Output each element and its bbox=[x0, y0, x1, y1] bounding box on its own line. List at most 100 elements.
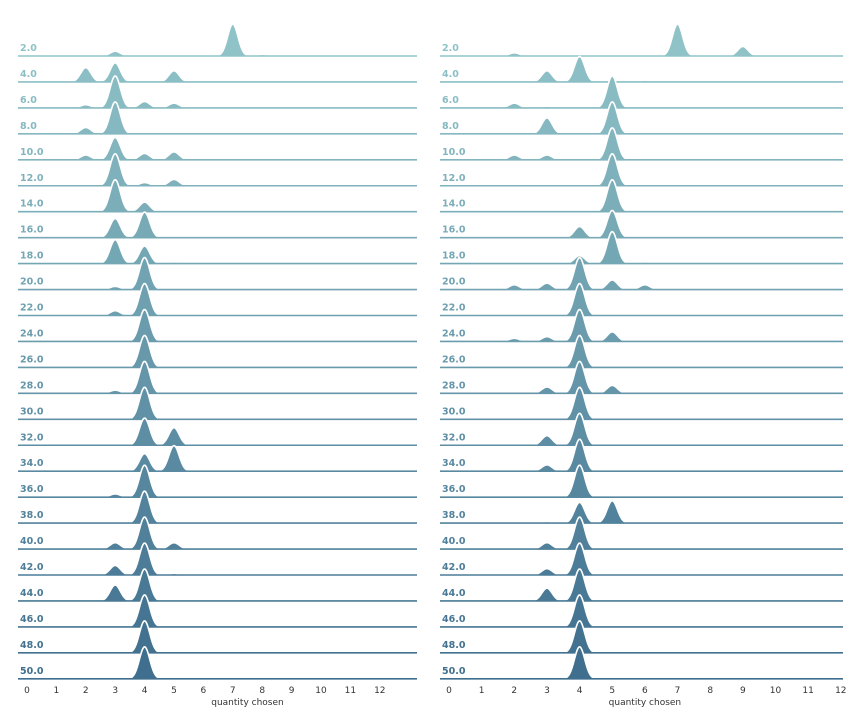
ridge-row: 50.0 bbox=[18, 646, 417, 680]
row-label: 18.0 bbox=[442, 251, 466, 262]
ridgeline-panel-1: 2.0 4.0 6.0 8.0 10.0 12.0 14.0 16.0 18.0 20.0 22.0… bbox=[18, 23, 417, 708]
ridge-area bbox=[449, 620, 843, 653]
x-axis-title: quantity chosen bbox=[211, 698, 283, 708]
ridge-outline bbox=[27, 23, 417, 57]
ridge-row: 46.0 bbox=[18, 594, 417, 628]
row-label: 50.0 bbox=[20, 666, 44, 677]
row-label: 34.0 bbox=[20, 458, 44, 469]
row-label: 24.0 bbox=[20, 328, 44, 339]
row-label: 10.0 bbox=[20, 147, 44, 158]
x-tick-label: 9 bbox=[289, 686, 295, 696]
ridge-area bbox=[449, 24, 843, 56]
ridge-outline bbox=[27, 386, 417, 421]
ridge-area bbox=[27, 418, 417, 446]
ridge-outline bbox=[27, 256, 417, 291]
ridge-area bbox=[27, 620, 417, 653]
row-label: 34.0 bbox=[442, 458, 466, 469]
row-label: 38.0 bbox=[442, 510, 466, 521]
row-label: 24.0 bbox=[442, 328, 466, 339]
row-label: 20.0 bbox=[20, 277, 44, 288]
ridge-row: 14.0 bbox=[440, 178, 843, 213]
x-tick-label: 4 bbox=[577, 686, 583, 696]
ridge-row: 20.0 bbox=[18, 256, 417, 291]
ridge-row: 18.0 bbox=[440, 230, 843, 265]
ridge-row: 38.0 bbox=[18, 490, 417, 524]
ridge-area bbox=[449, 500, 843, 524]
ridge-row: 26.0 bbox=[18, 334, 417, 369]
x-tick-label: 12 bbox=[374, 686, 385, 696]
row-label: 40.0 bbox=[20, 536, 44, 547]
ridge-row: 26.0 bbox=[440, 334, 843, 369]
ridge-outline bbox=[449, 230, 843, 265]
ridge-outline bbox=[449, 360, 843, 395]
ridge-area bbox=[27, 239, 417, 264]
row-label: 6.0 bbox=[20, 95, 37, 106]
ridge-row: 12.0 bbox=[440, 152, 843, 187]
ridge-outline bbox=[449, 412, 843, 447]
ridge-area bbox=[449, 543, 843, 575]
ridge-outline bbox=[27, 308, 417, 343]
row-label: 30.0 bbox=[442, 406, 466, 417]
row-label: 6.0 bbox=[442, 95, 459, 106]
ridge-outline bbox=[449, 308, 843, 343]
ridge-area bbox=[449, 56, 843, 82]
row-label: 48.0 bbox=[20, 640, 44, 651]
ridge-area bbox=[449, 517, 843, 550]
ridge-area bbox=[449, 231, 843, 264]
ridge-outline bbox=[27, 444, 417, 472]
ridge-row: 12.0 bbox=[18, 152, 417, 187]
ridge-area bbox=[449, 127, 843, 160]
ridge-row: 38.0 bbox=[440, 499, 843, 524]
ridge-row: 4.0 bbox=[440, 55, 843, 83]
ridge-row: 2.0 bbox=[440, 23, 843, 57]
row-label: 18.0 bbox=[20, 251, 44, 262]
ridge-row: 24.0 bbox=[18, 308, 417, 343]
row-label: 36.0 bbox=[20, 484, 44, 495]
ridge-row: 48.0 bbox=[18, 620, 417, 654]
x-tick-label: 11 bbox=[802, 686, 813, 696]
row-label: 22.0 bbox=[20, 303, 44, 314]
ridge-row: 50.0 bbox=[440, 646, 843, 680]
ridge-row: 18.0 bbox=[18, 238, 417, 265]
ridge-outline bbox=[27, 516, 417, 550]
x-tick-label: 3 bbox=[544, 686, 550, 696]
ridge-outline bbox=[449, 516, 843, 550]
x-tick-label: 5 bbox=[171, 686, 177, 696]
x-tick-label: 4 bbox=[142, 686, 148, 696]
ridge-outline bbox=[27, 417, 417, 447]
ridge-outline bbox=[27, 211, 417, 239]
ridge-area bbox=[27, 465, 417, 498]
ridge-row: 20.0 bbox=[440, 256, 843, 291]
x-tick-label: 1 bbox=[54, 686, 60, 696]
ridge-row: 40.0 bbox=[440, 516, 843, 550]
ridge-area bbox=[449, 646, 843, 679]
row-label: 44.0 bbox=[442, 588, 466, 599]
ridge-row: 32.0 bbox=[18, 417, 417, 447]
row-label: 32.0 bbox=[442, 432, 466, 443]
row-label: 44.0 bbox=[20, 588, 44, 599]
row-label: 26.0 bbox=[20, 354, 44, 365]
ridge-outline bbox=[449, 646, 843, 680]
ridge-row: 22.0 bbox=[18, 282, 417, 317]
row-label: 50.0 bbox=[442, 666, 466, 677]
x-tick-label: 8 bbox=[259, 686, 265, 696]
ridge-outline bbox=[449, 594, 843, 628]
ridge-outline bbox=[27, 568, 417, 602]
row-label: 16.0 bbox=[442, 225, 466, 236]
x-tick-label: 7 bbox=[230, 686, 236, 696]
ridge-area bbox=[449, 101, 843, 134]
ridge-row: 36.0 bbox=[440, 464, 843, 498]
ridge-area bbox=[449, 594, 843, 627]
ridge-row: 10.0 bbox=[440, 126, 843, 161]
ridge-area bbox=[27, 569, 417, 601]
row-label: 12.0 bbox=[20, 173, 44, 184]
ridge-area bbox=[27, 257, 417, 290]
ridge-row: 36.0 bbox=[18, 464, 417, 498]
row-label: 4.0 bbox=[20, 69, 37, 80]
ridge-row: 34.0 bbox=[18, 444, 417, 473]
ridge-outline bbox=[27, 490, 417, 524]
ridge-outline bbox=[449, 542, 843, 576]
ridge-row: 4.0 bbox=[18, 61, 417, 83]
